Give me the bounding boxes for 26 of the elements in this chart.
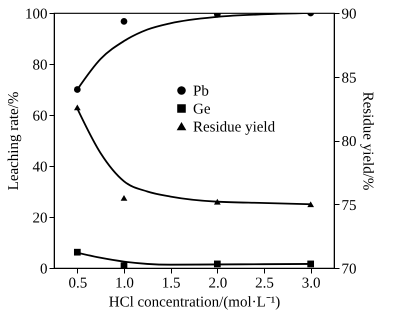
y2-tick-label: 70 <box>342 262 356 278</box>
y2-tick-label: 90 <box>342 6 356 22</box>
legend-label: Ge <box>193 102 211 118</box>
y2-axis-title: Residue yield/% <box>360 92 376 190</box>
point <box>120 18 128 25</box>
y-tick-label: 40 <box>32 160 48 176</box>
y-tick-label: 80 <box>32 58 48 74</box>
y2-tick-label: 85 <box>342 70 356 86</box>
point <box>120 262 128 268</box>
y2-tick-label: 75 <box>342 198 356 214</box>
y-tick-label: 100 <box>25 6 48 22</box>
x-tick-label: 1.5 <box>162 276 181 292</box>
x-tick-label: 2.0 <box>208 276 228 292</box>
y-axis-title: Leaching rate/% <box>6 92 22 190</box>
x-tick-label: 3.0 <box>302 276 321 292</box>
y2-tick-label: 80 <box>342 134 356 150</box>
y-tick-label: 0 <box>40 262 48 278</box>
x-tick-label: 0.5 <box>68 276 88 292</box>
x-tick-label: 2.5 <box>255 276 274 292</box>
x-axis-title: HCl concentration/(mol·L⁻¹) <box>108 294 280 310</box>
y-tick-label: 60 <box>32 108 48 124</box>
legend-label: Residue yield <box>193 120 276 136</box>
legend-label: Pb <box>193 84 209 100</box>
x-tick-label: 1.0 <box>115 276 134 292</box>
point <box>120 194 128 201</box>
y-tick-label: 20 <box>32 210 48 226</box>
